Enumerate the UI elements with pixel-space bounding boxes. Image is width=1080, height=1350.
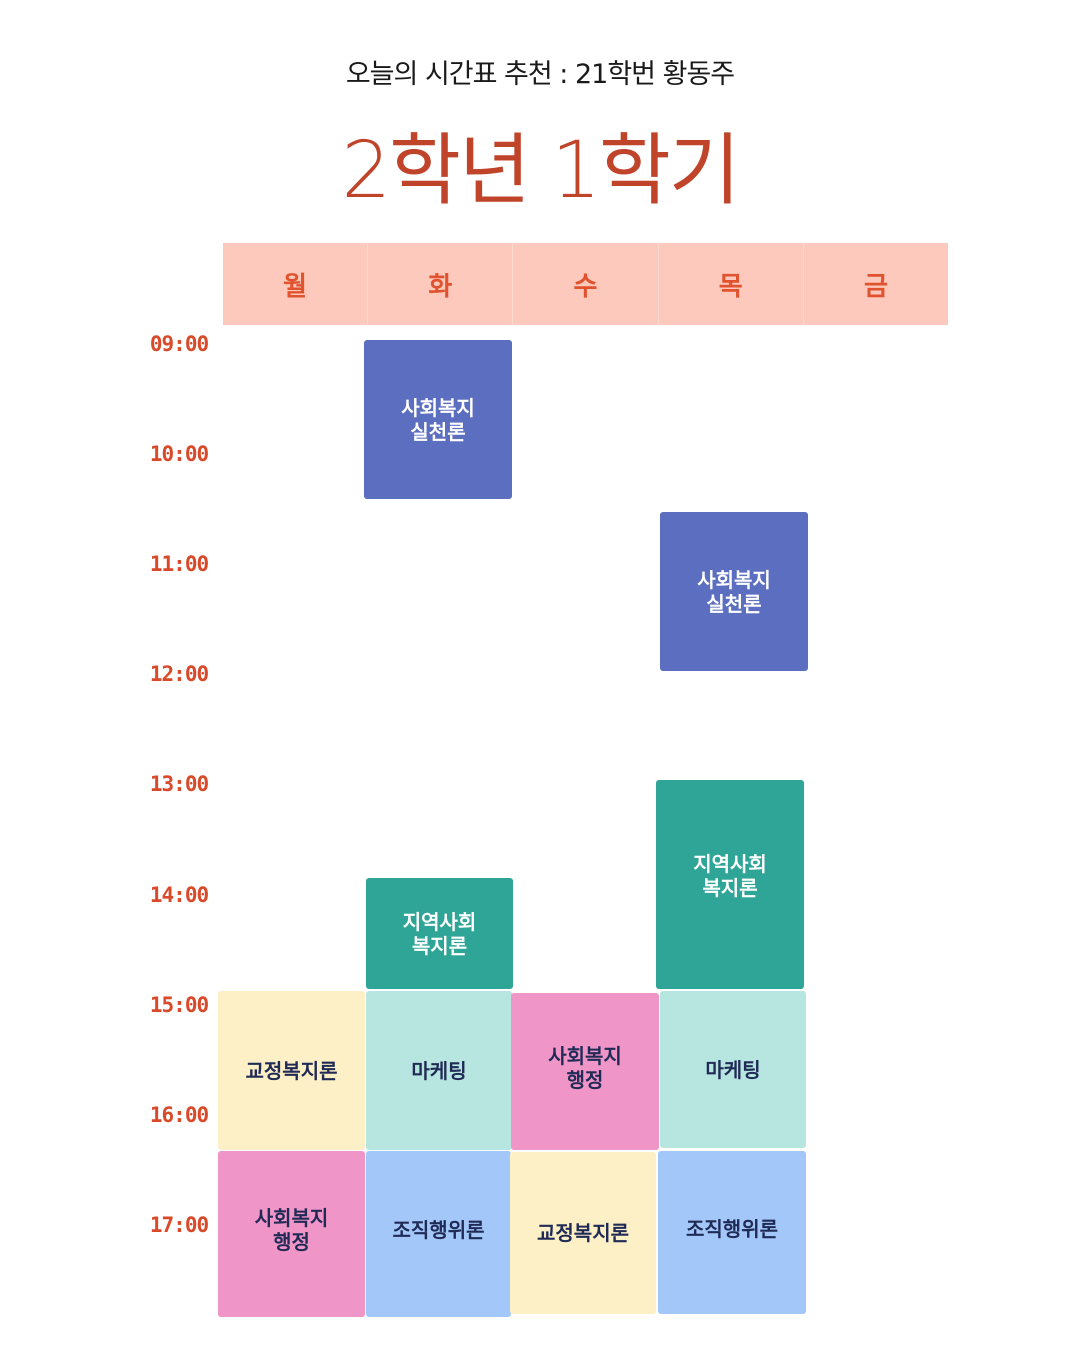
course-block[interactable]: 교정복지론 [218, 991, 365, 1150]
course-block[interactable]: 마케팅 [366, 991, 512, 1150]
course-name: 마케팅 [705, 1057, 761, 1082]
time-label: 11:00 [149, 552, 209, 576]
time-label: 14:00 [149, 883, 209, 907]
course-block[interactable]: 사회복지 실천론 [660, 512, 808, 671]
time-label: 12:00 [149, 662, 209, 686]
course-name: 지역사회 복지론 [693, 851, 767, 900]
subtitle: 오늘의 시간표 추천 : 21학번 황동주 [345, 59, 735, 90]
time-label: 17:00 [149, 1213, 209, 1237]
course-block[interactable]: 사회복지 행정 [511, 993, 659, 1150]
day-friday: 금 [863, 271, 888, 302]
time-label: 16:00 [149, 1103, 209, 1127]
day-tuesday: 화 [368, 243, 514, 325]
course-block[interactable]: 조직행위론 [658, 1151, 806, 1314]
course-block[interactable]: 교정복지론 [510, 1152, 656, 1314]
time-label: 09:00 [149, 332, 209, 356]
course-name: 마케팅 [411, 1058, 467, 1083]
page-title: 2학년 1학기 [341, 126, 740, 216]
course-block[interactable]: 사회복지 행정 [218, 1151, 365, 1317]
course-name: 사회복지 행정 [254, 1206, 329, 1254]
course-name: 지역사회 복지론 [402, 909, 477, 958]
time-label: 13:00 [149, 772, 209, 796]
course-block[interactable]: 사회복지 실천론 [364, 340, 512, 499]
day-wednesday: 수 [513, 243, 659, 325]
course-name: 교정복지론 [537, 1221, 629, 1245]
course-block[interactable]: 지역사회 복지론 [366, 878, 513, 989]
weekday-header: 월 화 수 목 금 [223, 243, 948, 325]
course-name: 사회복지 실천론 [401, 395, 475, 444]
course-name: 조직행위론 [392, 1218, 485, 1242]
course-block[interactable]: 조직행위론 [366, 1151, 511, 1317]
course-name: 사회복지 행정 [548, 1043, 622, 1092]
course-name: 사회복지 실천론 [697, 567, 771, 616]
course-block[interactable]: 마케팅 [660, 991, 806, 1148]
time-label: 10:00 [149, 442, 209, 466]
course-block[interactable]: 지역사회 복지론 [656, 780, 804, 989]
course-name: 조직행위론 [686, 1216, 778, 1241]
day-monday: 월 [223, 243, 369, 325]
course-name: 교정복지론 [245, 1058, 338, 1083]
time-label: 15:00 [149, 993, 209, 1017]
day-thursday: 목 [659, 243, 804, 325]
